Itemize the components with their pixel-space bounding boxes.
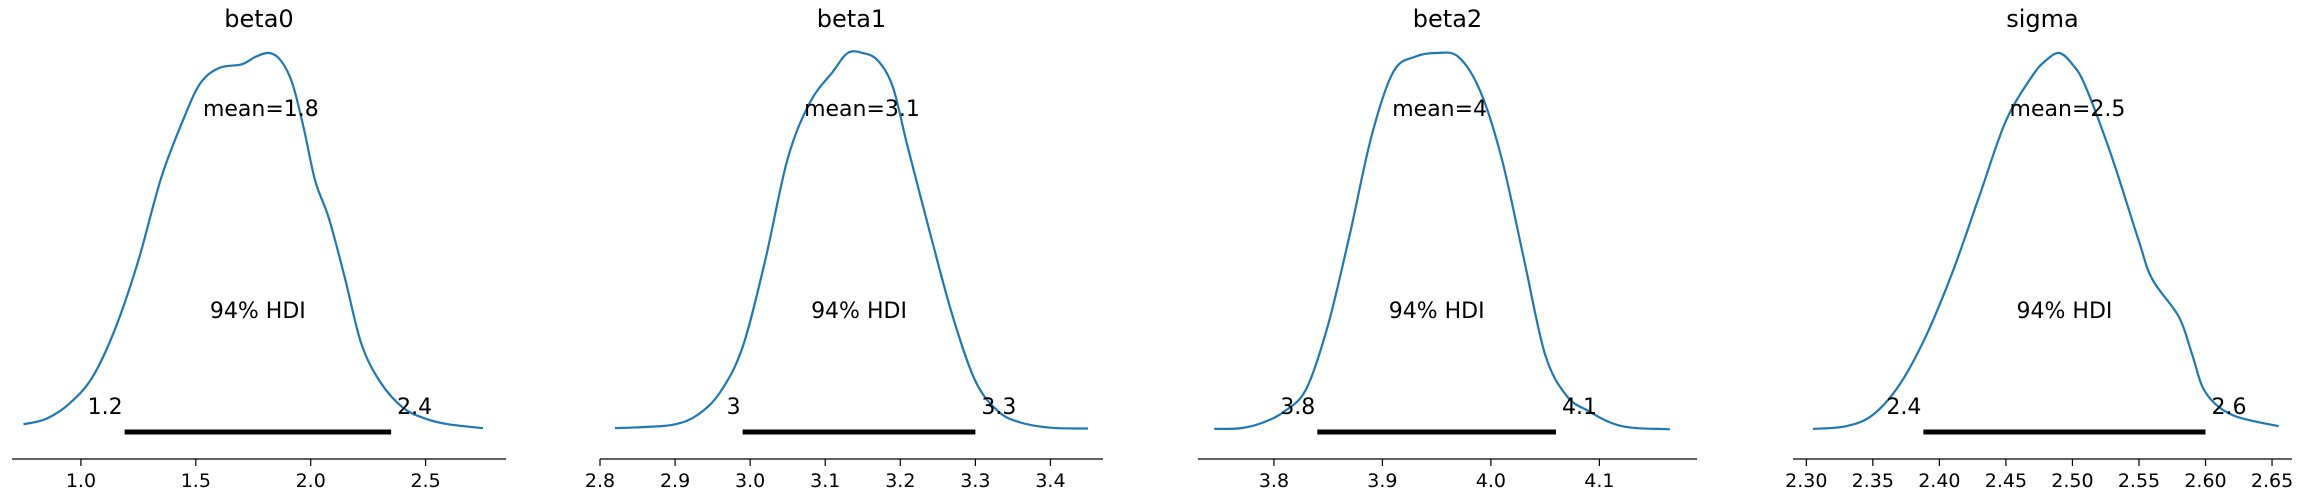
x-tick-label: 2.9	[660, 470, 690, 492]
hdi-high-label: 2.4	[397, 395, 432, 420]
x-tick-label: 2.65	[2251, 470, 2293, 492]
hdi-low-label: 3	[727, 395, 741, 420]
panel-beta1: beta1 mean=3.1 94% HDI 3 3.3 2.8 2.9 3.0 3.1 3.2 3…	[585, 5, 1103, 492]
mean-label: mean=2.5	[2010, 97, 2126, 122]
hdi-label: 94% HDI	[811, 299, 907, 324]
hdi-high-label: 4.1	[1562, 395, 1597, 420]
panel-sigma: sigma mean=2.5 94% HDI 2.4 2.6 2.30 2.35 2.40 2.…	[1785, 5, 2293, 492]
x-tick-label: 4.0	[1476, 470, 1506, 492]
x-tick-label: 3.9	[1367, 470, 1397, 492]
x-tick-label: 2.40	[1918, 470, 1960, 492]
x-tick-label: 1.5	[181, 470, 211, 492]
mean-label: mean=4	[1392, 97, 1487, 122]
x-tick-label: 2.55	[2118, 470, 2160, 492]
x-tick-label: 2.30	[1785, 470, 1827, 492]
mean-label: mean=1.8	[203, 97, 319, 122]
x-tick-label: 2.0	[296, 470, 326, 492]
x-tick-label: 3.8	[1259, 470, 1289, 492]
panel-beta2: beta2 mean=4 94% HDI 3.8 4.1 3.8 3.9 4.0 4.1	[1198, 5, 1697, 492]
panel-title: beta2	[1413, 5, 1482, 33]
hdi-low-label: 2.4	[1886, 395, 1921, 420]
hdi-label: 94% HDI	[210, 299, 306, 324]
x-tick-label: 3.0	[735, 470, 765, 492]
density-curve	[1812, 51, 2279, 430]
mean-label: mean=3.1	[804, 97, 920, 122]
x-tick-label: 2.45	[1985, 470, 2027, 492]
x-tick-label: 1.0	[66, 470, 96, 492]
panel-title: sigma	[2006, 5, 2079, 33]
hdi-low-label: 3.8	[1280, 395, 1315, 420]
x-tick-label: 2.5	[410, 470, 440, 492]
hdi-high-label: 2.6	[2212, 395, 2247, 420]
density-curve	[1214, 51, 1670, 431]
x-tick-label: 2.60	[2184, 470, 2226, 492]
density-curve	[614, 50, 1089, 430]
panel-beta0: beta0 mean=1.8 94% HDI 1.2 2.4 1.0 1.5 2.0 2.5	[12, 5, 506, 492]
hdi-high-label: 3.3	[981, 395, 1016, 420]
hdi-label: 94% HDI	[1389, 299, 1485, 324]
x-tick-label: 2.35	[1852, 470, 1894, 492]
x-tick-label: 3.2	[885, 470, 915, 492]
x-tick-label: 3.1	[810, 470, 840, 492]
x-tick-label: 3.4	[1035, 470, 1065, 492]
panel-title: beta0	[224, 5, 293, 33]
x-tick-label: 2.8	[585, 470, 615, 492]
panel-title: beta1	[817, 5, 886, 33]
x-tick-label: 2.50	[2051, 470, 2093, 492]
hdi-low-label: 1.2	[88, 395, 123, 420]
hdi-label: 94% HDI	[2017, 299, 2113, 324]
density-curve	[23, 51, 484, 430]
x-tick-label: 3.3	[960, 470, 990, 492]
x-tick-label: 4.1	[1584, 470, 1614, 492]
